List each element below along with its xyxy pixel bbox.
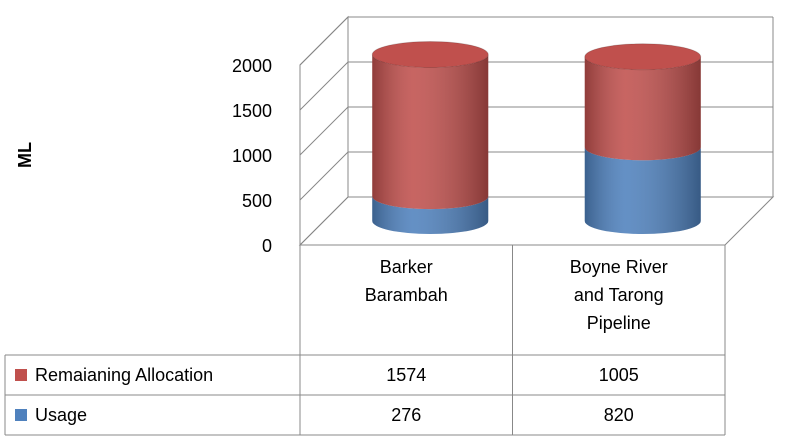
category-label: Barker Barambah (364, 257, 448, 305)
legend-swatch (15, 409, 27, 421)
cylinder-top (371, 41, 489, 68)
table-value: 1574 (386, 365, 427, 385)
grid-line (299, 151, 773, 201)
grid-line (299, 61, 773, 111)
y-tick-label: 0 (262, 236, 272, 256)
grid-line (299, 106, 773, 156)
y-axis-label: ML (15, 142, 35, 168)
legend-label: Remaianing Allocation (35, 365, 214, 385)
table-value: 820 (603, 405, 634, 425)
cylinder-top (584, 43, 702, 71)
legend-entry: Remaianing Allocation (5, 355, 300, 395)
cylinder-shade (372, 54, 489, 210)
y-tick-label: 1000 (232, 146, 272, 166)
category-label: Boyne River and Tarong Pipeline (569, 257, 668, 333)
cylinder-shade (584, 56, 701, 161)
grid-line (299, 16, 773, 66)
cylinder-shade (584, 147, 701, 234)
y-tick-label: 2000 (232, 56, 272, 76)
legend-swatch (15, 369, 27, 381)
table-value: 276 (391, 405, 422, 425)
table-value: 1005 (598, 365, 639, 385)
legend-label: Usage (35, 405, 88, 425)
y-tick-label: 500 (242, 191, 272, 211)
grid-line (299, 196, 773, 246)
y-tick-label: 1500 (232, 101, 272, 121)
legend-entry: Usage (5, 395, 300, 435)
cylinder-shade (372, 196, 489, 234)
floor (298, 196, 775, 246)
